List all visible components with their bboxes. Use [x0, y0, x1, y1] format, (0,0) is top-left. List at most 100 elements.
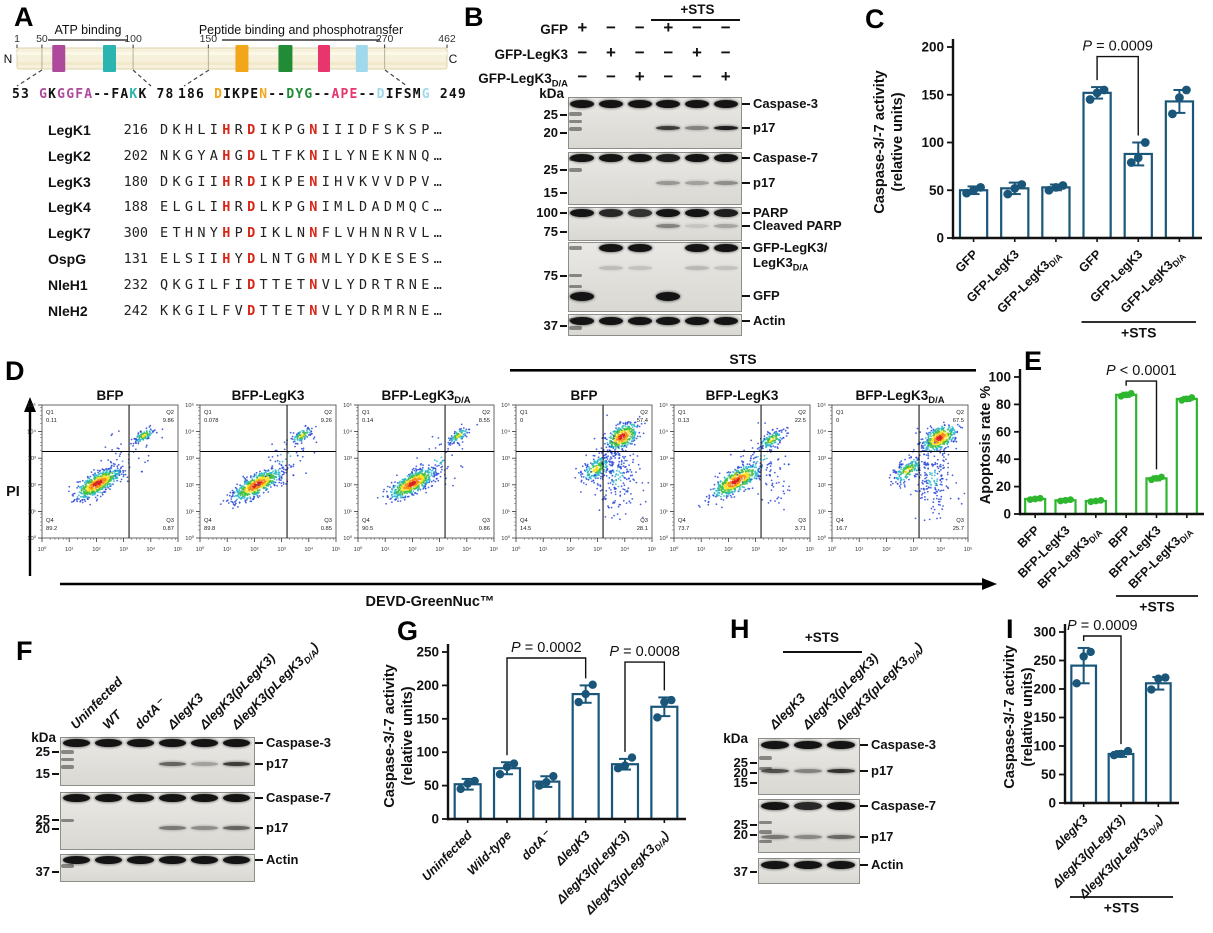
bar [1145, 477, 1168, 516]
protein-band [94, 738, 122, 747]
kda-marker-tick [52, 819, 59, 821]
residue: L [334, 276, 347, 293]
plus-minus-sign: + [720, 67, 731, 86]
flow-y-tick: 10¹ [502, 509, 510, 515]
residue: L [172, 251, 185, 267]
band-label: GFP-LegK3/LegK3D/A [753, 240, 828, 273]
residue: K [396, 122, 409, 138]
seq-segment: D [376, 87, 386, 102]
flow-x-tick: 10¹ [65, 547, 73, 553]
flow-x-tick: 10⁰ [354, 546, 363, 553]
kda-marker: 20 [543, 125, 558, 140]
data-point [1188, 394, 1196, 401]
protein-band [827, 769, 856, 773]
residue: Y [234, 251, 248, 267]
residue: Q [421, 147, 434, 164]
residue: Y [346, 276, 359, 293]
residue: N [271, 251, 285, 267]
kda-marker-tick [560, 114, 567, 116]
y-tick-label: 150 [416, 711, 439, 726]
protein-band [794, 861, 822, 870]
kda-marker: 20 [35, 820, 50, 836]
kda-marker: 25 [543, 161, 558, 177]
alignment-start-number: 300 [123, 225, 148, 242]
quadrant-q1-value: 0.13 [678, 418, 689, 424]
seq-segment: -- [93, 87, 112, 102]
motif-box-magenta [52, 45, 66, 72]
band-label-dash [742, 157, 750, 160]
aa-tick: 100 [124, 33, 142, 45]
residue: I [259, 173, 272, 190]
kda-marker-tick [750, 781, 757, 784]
protein-band [598, 265, 624, 270]
significance-bracket [1096, 55, 1139, 136]
bar [958, 189, 989, 240]
flow-y-tick: 10⁵ [343, 402, 352, 409]
residue: F [284, 147, 297, 164]
data-point [620, 761, 630, 770]
protein-band [62, 738, 90, 747]
residue: S [408, 122, 422, 138]
residue: I [209, 251, 223, 267]
significance-bracket [506, 657, 587, 756]
protein-band [656, 291, 681, 301]
residue: V [421, 173, 434, 190]
flow-x-tick: 10³ [909, 547, 917, 553]
y-axis-label: (relative units) [890, 92, 906, 191]
residue: M [321, 251, 335, 267]
quadrant-q3-label: Q3 [166, 518, 174, 524]
kda-label: kDa [539, 86, 564, 101]
alignment-sequence: DKHLIHRDIKPGNIIIDFSKSP… [160, 122, 446, 138]
residue: E [408, 251, 422, 267]
kda-marker: 15 [543, 184, 558, 200]
plus-minus-sign: − [577, 67, 588, 86]
protein-band [713, 99, 738, 108]
alignment-start-number: 216 [123, 122, 148, 138]
residue: N [408, 302, 422, 319]
bar [1082, 91, 1112, 240]
flow-x-tick: 10⁴ [462, 546, 471, 553]
flow-y-tick: 10⁴ [185, 429, 194, 436]
data-point [1087, 498, 1095, 506]
flow-y-tick: 10⁵ [185, 402, 194, 409]
protein-band [794, 741, 822, 750]
quadrant-q2-value: 9.86 [163, 418, 174, 424]
protein-band [656, 126, 681, 130]
residue: R [396, 302, 409, 319]
quadrant-q4-value: 73.7 [678, 526, 689, 532]
x-category-label: GFP [953, 247, 981, 275]
x-category-label: dotA⁻ [519, 827, 555, 863]
flow-x-tick: 10¹ [697, 547, 705, 553]
quadrant-q1-label: Q1 [520, 410, 528, 416]
alignment-start-number: 202 [123, 147, 148, 164]
flow-x-tick: 10¹ [381, 547, 389, 553]
data-point [653, 713, 662, 722]
alignment-start-number: 232 [123, 276, 148, 293]
residue: H [222, 173, 235, 190]
quadrant-q4-value: 89.2 [46, 526, 57, 532]
residue: N [296, 225, 310, 242]
residue: C [421, 199, 434, 216]
seq-segment: IFSM [385, 87, 422, 102]
residue: L [334, 302, 347, 319]
band-label-dash [742, 181, 750, 184]
residue: K [271, 122, 285, 138]
protein-band [794, 769, 822, 773]
residue: Y [209, 225, 223, 242]
flow-y-tick: 10¹ [818, 509, 826, 515]
flow-plot-title: BFP-LegK3 [232, 388, 305, 403]
flow-x-tick: 10³ [119, 547, 127, 553]
band-label-dash [860, 835, 868, 838]
ladder-band [569, 127, 582, 131]
alignment-name: OspG [48, 251, 87, 267]
residue: N [309, 225, 322, 242]
plus-minus-sign: + [692, 43, 702, 62]
protein-band [713, 223, 738, 228]
band-label: Cleaved PARP [753, 217, 842, 233]
plus-minus-sign: − [606, 67, 616, 86]
residue: K [371, 251, 384, 267]
peptide-motif-sequence: 186 DIKPEN--DYG--APE--DIFSMG 249 [178, 87, 467, 102]
protein-band [223, 825, 251, 830]
quadrant-q2-label: Q2 [324, 410, 332, 416]
